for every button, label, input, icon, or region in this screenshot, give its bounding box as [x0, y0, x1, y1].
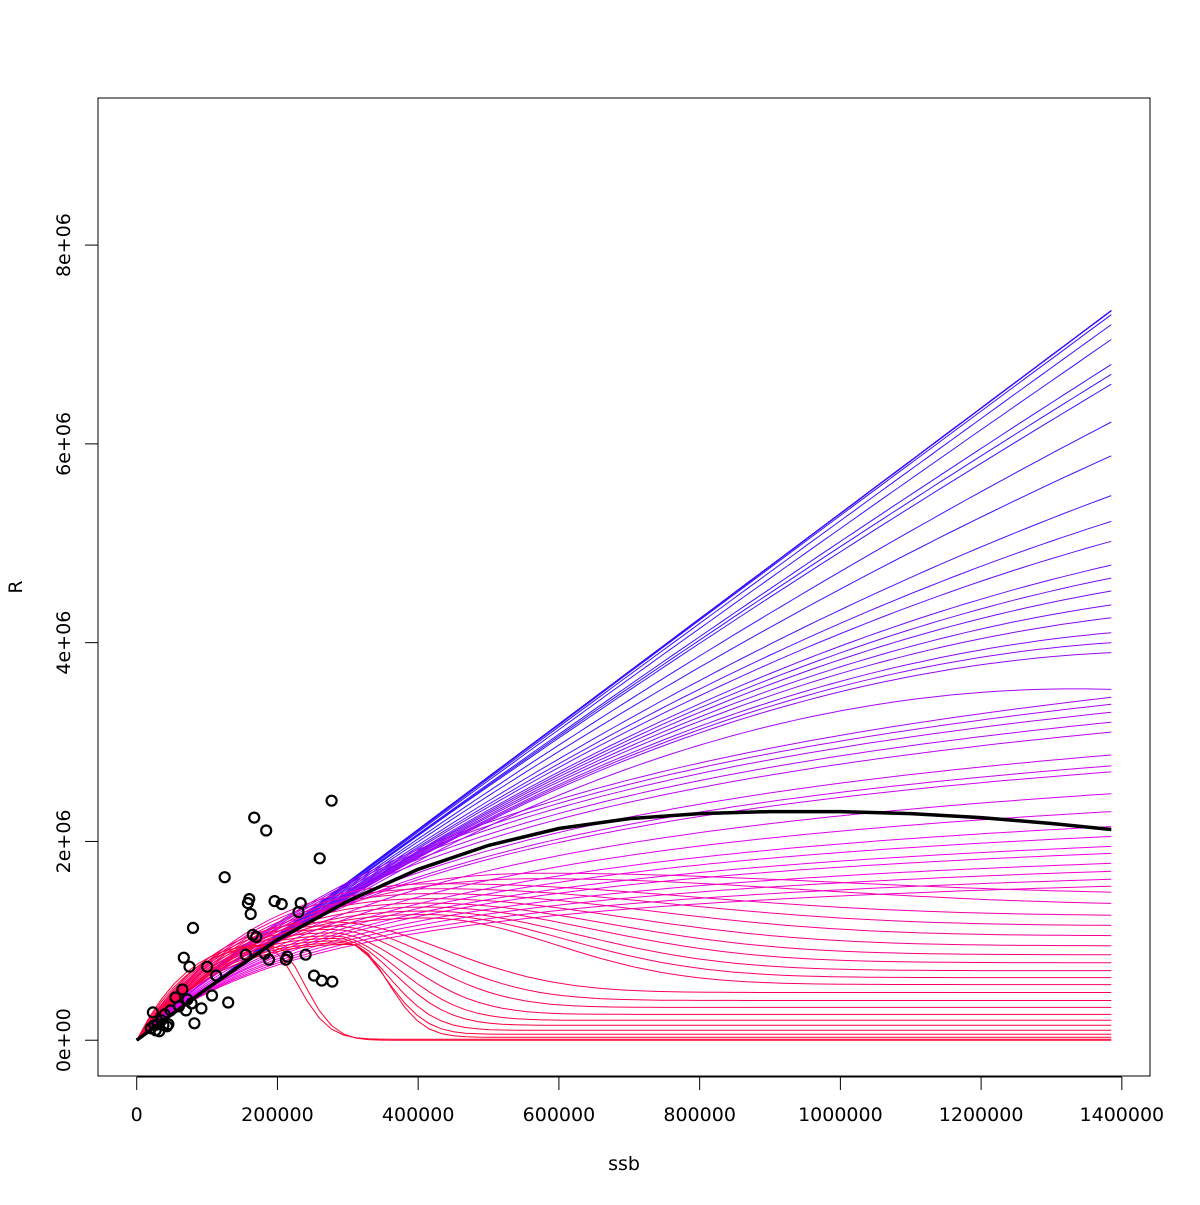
ensemble-curve [136, 862, 1112, 1041]
ensemble-curve [136, 754, 1112, 1041]
ensemble-curves [136, 310, 1112, 1041]
data-point [201, 960, 214, 973]
data-point [275, 897, 288, 911]
data-point [260, 824, 273, 837]
ensemble-curve [136, 765, 1112, 1041]
ensemble-curve [136, 703, 1112, 1041]
ensemble-curve [136, 878, 1112, 1041]
data-point [146, 1006, 159, 1019]
y-tick-label: 6e+06 [53, 412, 75, 476]
x-tick-label: 800000 [663, 1104, 736, 1126]
mean-curve [135, 809, 1112, 1042]
ensemble-curve [136, 870, 1112, 1041]
ensemble-curve [136, 944, 1112, 1041]
data-point [222, 996, 235, 1009]
data-point [313, 852, 326, 865]
y-tick-label: 0e+00 [53, 1008, 75, 1072]
x-axis: 0 200000 400000 600000 800000 1000000 1200000 1… [131, 1076, 1165, 1126]
data-point [186, 921, 200, 935]
ensemble-curve [136, 937, 1112, 1041]
ensemble-curve [136, 872, 1112, 1041]
x-tick-label: 1000000 [798, 1104, 883, 1126]
ensemble-curve [136, 902, 1112, 1041]
y-tick-label: 4e+06 [53, 611, 75, 675]
data-point [205, 989, 219, 1002]
ensemble-curve [136, 688, 1112, 1041]
data-point [250, 930, 263, 944]
ensemble-curve [136, 811, 1112, 1041]
ensemble-curve [136, 935, 1112, 1041]
data-point [188, 1017, 201, 1030]
ensemble-curve [136, 711, 1112, 1041]
ensemble-curve [136, 642, 1112, 1041]
y-axis: 0e+00 2e+06 4e+06 6e+06 8e+06 [53, 213, 99, 1072]
x-tick-label: 1400000 [1080, 1104, 1165, 1126]
ensemble-curve [136, 885, 1112, 1041]
x-tick-label: 1200000 [939, 1104, 1024, 1126]
x-tick-label: 400000 [382, 1104, 455, 1126]
ensemble-curve [136, 604, 1112, 1041]
y-tick-label: 8e+06 [53, 213, 75, 277]
data-point [315, 974, 328, 987]
y-axis-label: R [5, 580, 27, 593]
ensemble-curve [136, 945, 1112, 1041]
ensemble-curve [136, 932, 1112, 1041]
ensemble-curve [136, 888, 1112, 1041]
data-point [248, 811, 261, 824]
mean-curve-layer [135, 809, 1112, 1042]
y-tick-label: 2e+06 [53, 810, 75, 874]
ensemble-curve [136, 921, 1112, 1041]
ensemble-curve [136, 878, 1112, 1041]
data-point [244, 907, 257, 921]
ensemble-curve [136, 928, 1112, 1041]
ensemble-curve [136, 564, 1112, 1041]
ensemble-curve [136, 906, 1112, 1041]
data-point [299, 948, 312, 961]
ensemble-curve [136, 852, 1112, 1041]
data-point [185, 997, 198, 1010]
data-point [210, 969, 223, 982]
data-point [218, 871, 231, 884]
data-point [195, 1002, 208, 1015]
observations-layer [144, 794, 339, 1038]
ensemble-curve [136, 917, 1112, 1041]
data-point [243, 892, 256, 906]
data-point [262, 953, 276, 966]
x-tick-label: 200000 [241, 1104, 314, 1126]
plot-frame [97, 97, 1151, 1077]
ensemble-curve [136, 721, 1112, 1041]
x-tick-label: 0 [131, 1104, 143, 1126]
ensemble-curve [136, 793, 1112, 1041]
data-point [183, 960, 196, 973]
data-point [294, 896, 307, 910]
data-point [268, 894, 281, 908]
data-point [162, 1018, 175, 1031]
data-point [177, 951, 190, 964]
ensemble-curve [136, 339, 1112, 1041]
ensemble-curve [136, 942, 1112, 1041]
ensemble-curve [136, 652, 1112, 1041]
ensemble-curve [136, 940, 1112, 1041]
data-point [326, 975, 339, 988]
ensemble-curve [136, 943, 1112, 1041]
data-point [281, 950, 294, 963]
x-tick-label: 600000 [523, 1104, 596, 1126]
ensemble-curve [136, 893, 1112, 1041]
ensemble-curve [136, 696, 1112, 1041]
data-point [325, 794, 338, 807]
data-point [176, 983, 189, 996]
x-axis-label: ssb [608, 1153, 640, 1175]
data-point [239, 948, 252, 961]
